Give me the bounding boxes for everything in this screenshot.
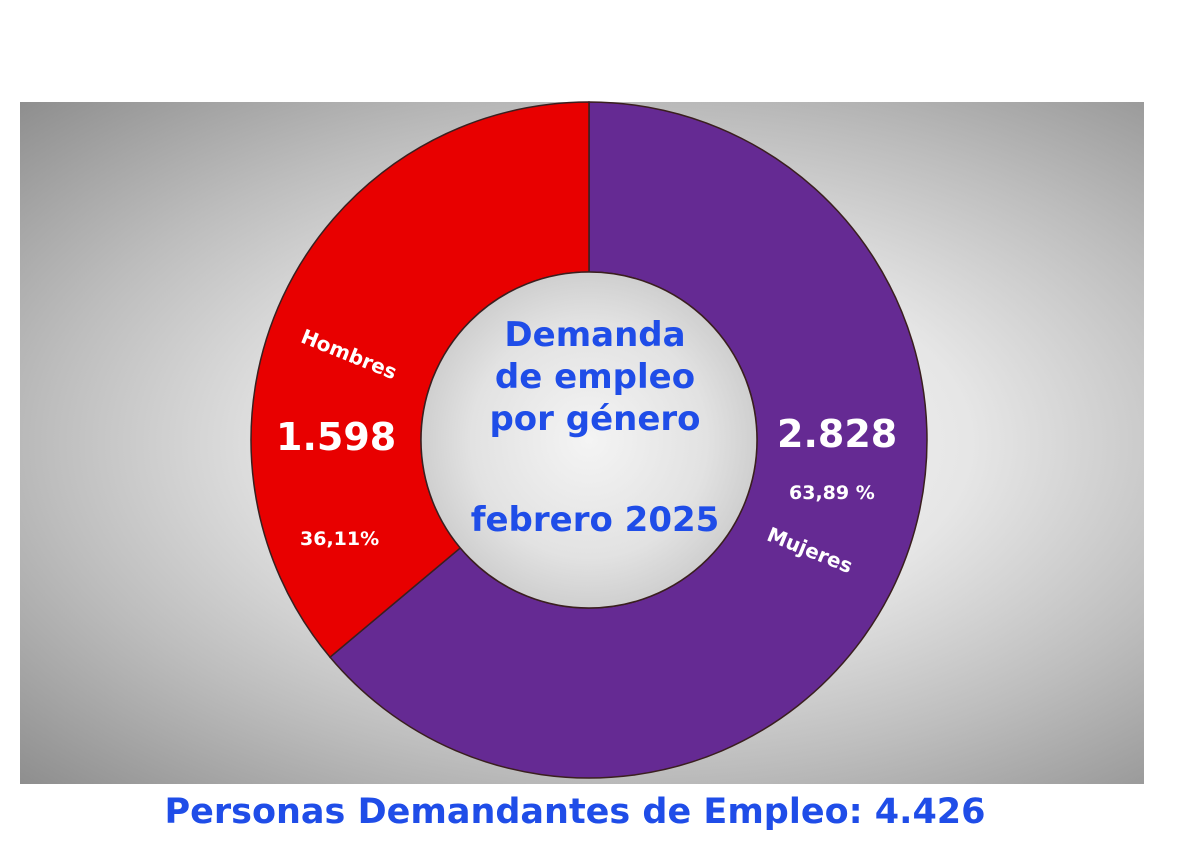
- chart-title-line-1: Demanda: [504, 315, 686, 355]
- chart-subtitle-date: febrero 2025: [470, 500, 720, 540]
- mujeres-percent-label: 63,89 %: [789, 482, 875, 504]
- chart-title-line-3: por género: [489, 399, 701, 439]
- hombres-percent-label: 36,11%: [300, 528, 380, 550]
- mujeres-value-label: 2.828: [777, 412, 898, 456]
- total-demandantes-footer: Personas Demandantes de Empleo: 4.426: [164, 792, 986, 832]
- donut-center-hole: [420, 271, 758, 609]
- chart-title: Demanda de empleo por género: [430, 314, 760, 440]
- chart-title-line-2: de empleo: [494, 357, 696, 397]
- hombres-value-label: 1.598: [276, 415, 397, 459]
